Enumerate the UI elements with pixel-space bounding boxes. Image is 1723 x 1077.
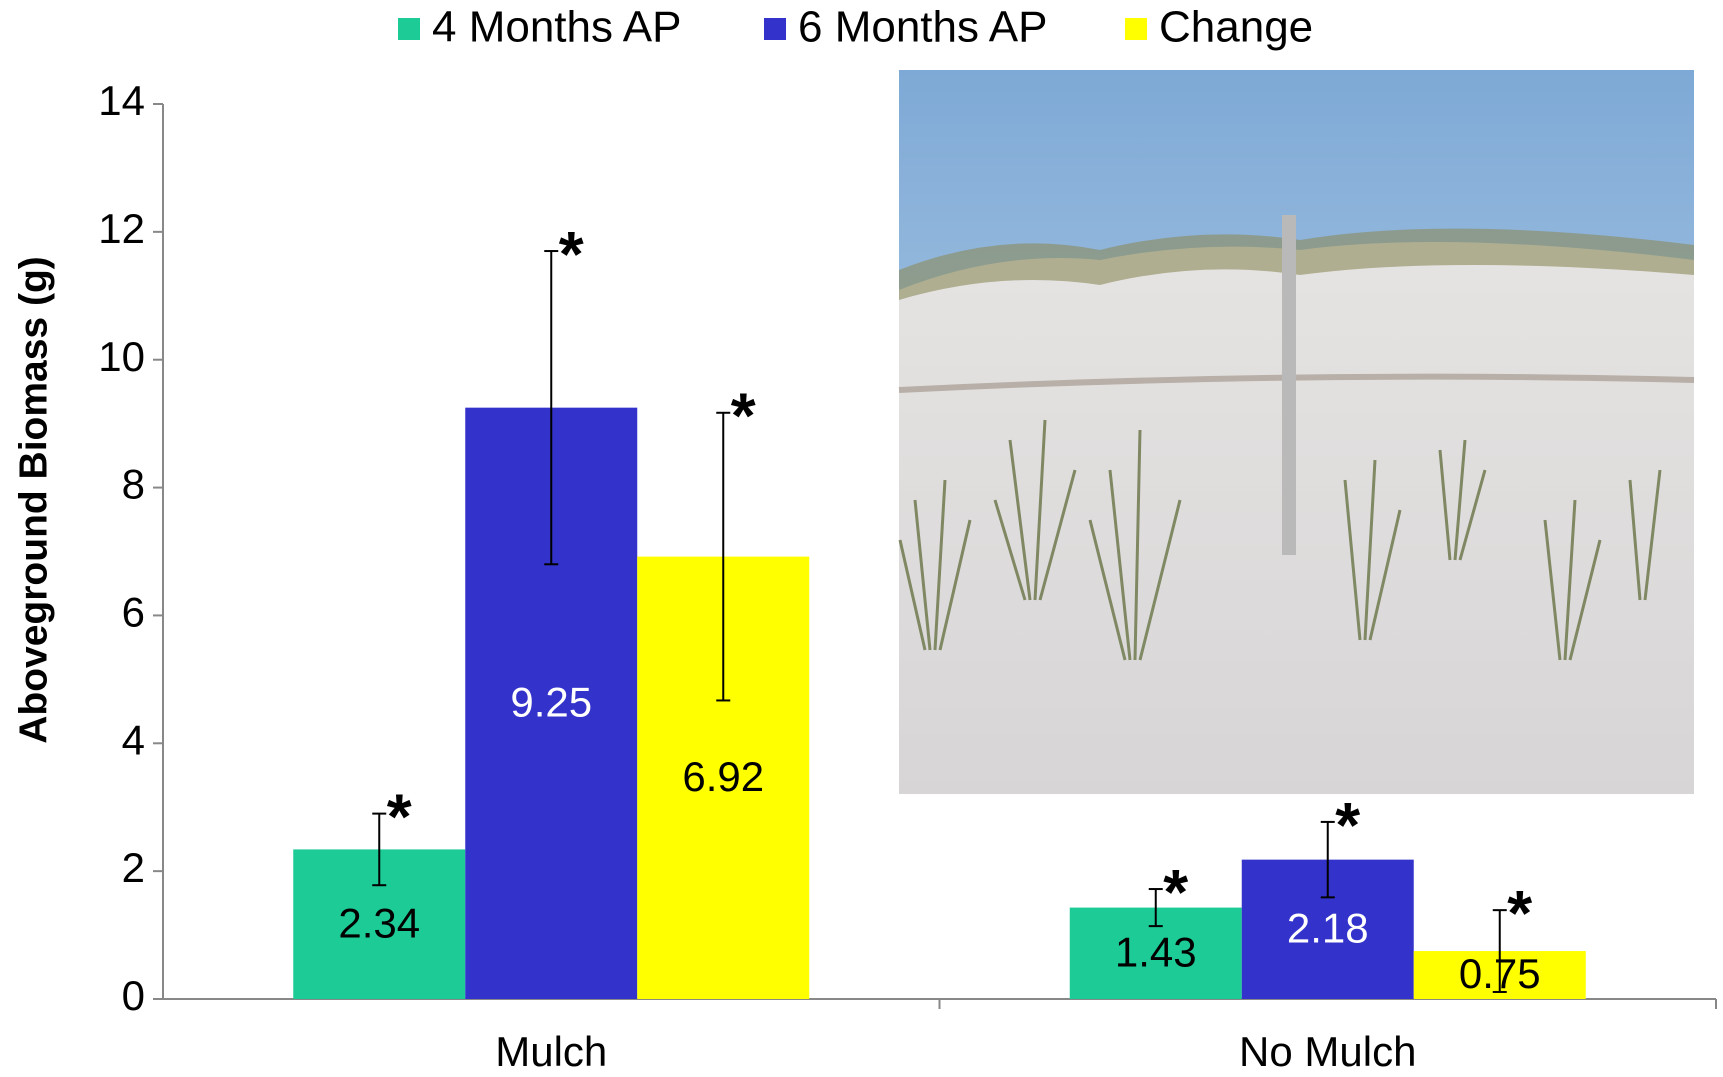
legend-swatch	[1125, 18, 1147, 40]
value-label: 9.25	[510, 678, 592, 725]
y-tick-label: 10	[98, 333, 145, 380]
significance-mark: *	[731, 380, 756, 452]
x-tick-label: No Mulch	[1239, 1028, 1416, 1075]
value-label: 6.92	[682, 753, 764, 800]
significance-mark: *	[387, 781, 412, 853]
significance-mark: *	[559, 218, 584, 290]
value-label: 2.34	[338, 899, 420, 946]
y-tick-label: 4	[122, 716, 145, 763]
y-tick-label: 14	[98, 77, 145, 124]
y-tick-label: 2	[122, 844, 145, 891]
y-tick-label: 8	[122, 461, 145, 508]
y-tick-label: 12	[98, 205, 145, 252]
significance-mark: *	[1335, 789, 1360, 861]
legend-label: 4 Months AP	[432, 3, 681, 52]
legend-swatch	[398, 18, 420, 40]
photo-inset	[899, 70, 1694, 794]
significance-mark: *	[1163, 856, 1188, 928]
significance-mark: *	[1507, 877, 1532, 949]
legend-label: Change	[1159, 3, 1313, 52]
x-tick-label: Mulch	[495, 1028, 607, 1075]
y-tick-label: 0	[122, 972, 145, 1019]
value-label: 2.18	[1287, 904, 1369, 951]
value-label: 1.43	[1115, 928, 1197, 975]
chart: Aboveground Biomass (g) 0 2 4 6 8 10 12 14 Mulch…	[0, 0, 1723, 1077]
y-tick-label: 6	[122, 589, 145, 636]
legend-label: 6 Months AP	[798, 3, 1047, 52]
legend-swatch	[764, 18, 786, 40]
y-axis-label: Aboveground Biomass (g)	[12, 256, 55, 744]
